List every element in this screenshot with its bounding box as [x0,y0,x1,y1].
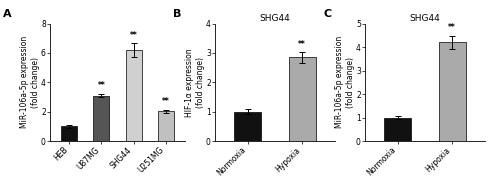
Title: SHG44: SHG44 [410,14,440,23]
Y-axis label: HIF-1α expression
(fold change): HIF-1α expression (fold change) [185,48,204,117]
Title: SHG44: SHG44 [260,14,290,23]
Y-axis label: MiR-106a-5p expression
(fold change): MiR-106a-5p expression (fold change) [335,36,354,129]
Bar [234,112,262,141]
Bar [158,111,174,141]
Bar [61,127,78,141]
Text: **: ** [298,39,306,49]
Bar [94,96,110,141]
Bar [288,57,316,141]
Text: **: ** [162,97,170,106]
Text: **: ** [130,31,138,40]
Text: B: B [173,9,182,19]
Text: **: ** [448,23,456,32]
Bar [384,118,411,141]
Bar [126,50,142,141]
Text: **: ** [98,81,106,90]
Text: C: C [323,9,331,19]
Text: A: A [3,9,12,19]
Y-axis label: MiR-106a-5p expression
(fold change): MiR-106a-5p expression (fold change) [20,36,40,129]
Bar [438,42,466,141]
